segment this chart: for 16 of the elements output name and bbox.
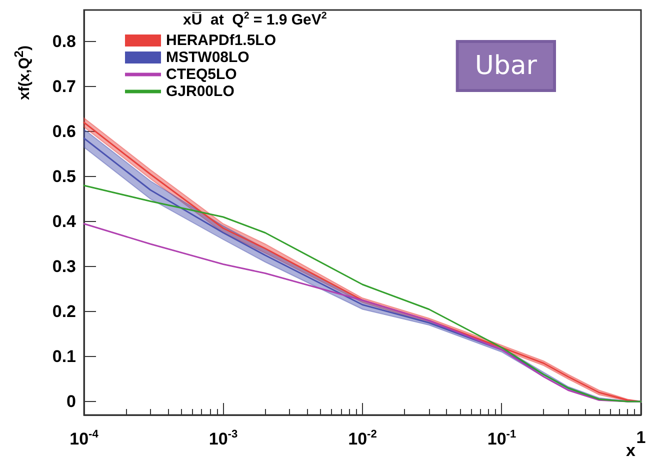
- legend-label: GJR00LO: [166, 83, 235, 100]
- legend-label: HERAPDf1.5LO: [166, 32, 276, 49]
- y-tick-label: 0.1: [52, 347, 76, 366]
- annotation: Ubar: [474, 51, 538, 81]
- y-tick-label: 0.6: [52, 122, 76, 141]
- y-tick-label: 0.8: [52, 32, 76, 51]
- y-tick-label: 0.4: [52, 212, 77, 231]
- y-tick-label: 0.2: [52, 302, 76, 321]
- x-tick-label: 1: [636, 428, 646, 447]
- legend-label: MSTW08LO: [166, 49, 250, 66]
- y-tick-label: 0.7: [52, 77, 76, 96]
- y-tick-label: 0.3: [52, 257, 76, 276]
- y-tick-label: 0.5: [52, 167, 76, 186]
- x-axis-title: x: [626, 441, 636, 460]
- y-tick-label: 0: [66, 392, 76, 411]
- legend-label: CTEQ5LO: [166, 66, 238, 83]
